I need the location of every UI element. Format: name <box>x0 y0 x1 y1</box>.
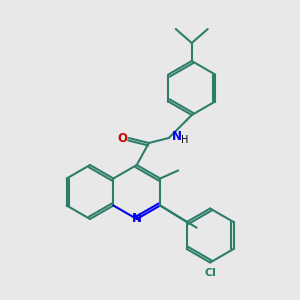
Text: H: H <box>181 135 188 145</box>
Text: N: N <box>172 130 182 142</box>
Text: Cl: Cl <box>204 268 216 278</box>
Text: O: O <box>118 131 128 145</box>
Text: N: N <box>132 212 142 226</box>
